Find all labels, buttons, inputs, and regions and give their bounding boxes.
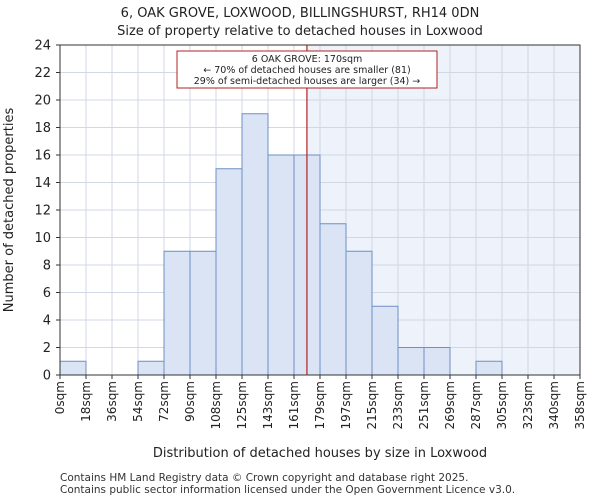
bar (241, 113, 269, 376)
x-tick-label: 54sqm (131, 381, 145, 422)
footer-line-1: Contains HM Land Registry data © Crown c… (60, 472, 469, 484)
bar (345, 250, 373, 376)
x-tick-label: 90sqm (183, 381, 197, 422)
x-tick-label: 358sqm (573, 381, 587, 429)
x-tick-label: 197sqm (339, 381, 353, 429)
annotation-line: 29% of semi-detached houses are larger (… (194, 76, 421, 87)
x-tick-label: 233sqm (391, 381, 405, 429)
bar (319, 223, 347, 376)
chart-subtitle: Size of property relative to detached ho… (117, 24, 483, 39)
x-tick-label: 269sqm (443, 381, 457, 429)
annotation-line: ← 70% of detached houses are smaller (81… (203, 65, 410, 76)
x-tick-label: 18sqm (79, 381, 93, 422)
bar (137, 360, 165, 376)
bar (59, 360, 87, 376)
y-tick-label: 10 (34, 231, 51, 246)
x-tick-label: 215sqm (365, 381, 379, 429)
y-tick-label: 20 (34, 94, 51, 109)
y-tick-label: 8 (43, 259, 51, 274)
y-tick-label: 6 (43, 286, 51, 301)
x-axis-label: Distribution of detached houses by size … (153, 446, 487, 461)
y-tick-label: 0 (43, 369, 51, 384)
x-tick-label: 161sqm (287, 381, 301, 429)
annotation-box (176, 50, 438, 89)
bar (371, 305, 399, 376)
y-tick-label: 22 (34, 66, 51, 81)
footer-line-2: Contains public sector information licen… (60, 484, 516, 496)
y-axis-label: Number of detached properties (2, 108, 17, 313)
x-tick-label: 36sqm (105, 381, 119, 422)
x-tick-label: 340sqm (547, 381, 561, 429)
x-tick-label: 305sqm (495, 381, 509, 429)
x-tick-label: 0sqm (53, 381, 67, 414)
bar (163, 250, 191, 376)
x-tick-label: 179sqm (313, 381, 327, 429)
x-tick-label: 72sqm (157, 381, 171, 422)
y-tick-label: 14 (34, 176, 51, 191)
bar (215, 168, 243, 376)
x-tick-label: 143sqm (261, 381, 275, 429)
x-tick-label: 323sqm (521, 381, 535, 429)
y-tick-label: 12 (34, 204, 51, 219)
y-tick-label: 2 (43, 341, 51, 356)
x-tick-label: 108sqm (209, 381, 223, 429)
bar (189, 250, 217, 376)
x-tick-label: 125sqm (235, 381, 249, 429)
x-tick-label: 287sqm (469, 381, 483, 429)
bar (475, 360, 503, 376)
bar (423, 347, 451, 376)
y-tick-label: 18 (34, 121, 51, 136)
annotation-line: 6 OAK GROVE: 170sqm (252, 54, 362, 65)
y-tick-label: 24 (34, 39, 51, 54)
x-tick-label: 251sqm (417, 381, 431, 429)
y-tick-label: 16 (34, 149, 51, 164)
bar (267, 154, 295, 376)
y-tick-label: 4 (43, 314, 51, 329)
chart-title: 6, OAK GROVE, LOXWOOD, BILLINGSHURST, RH… (120, 6, 480, 21)
bar (397, 347, 425, 376)
